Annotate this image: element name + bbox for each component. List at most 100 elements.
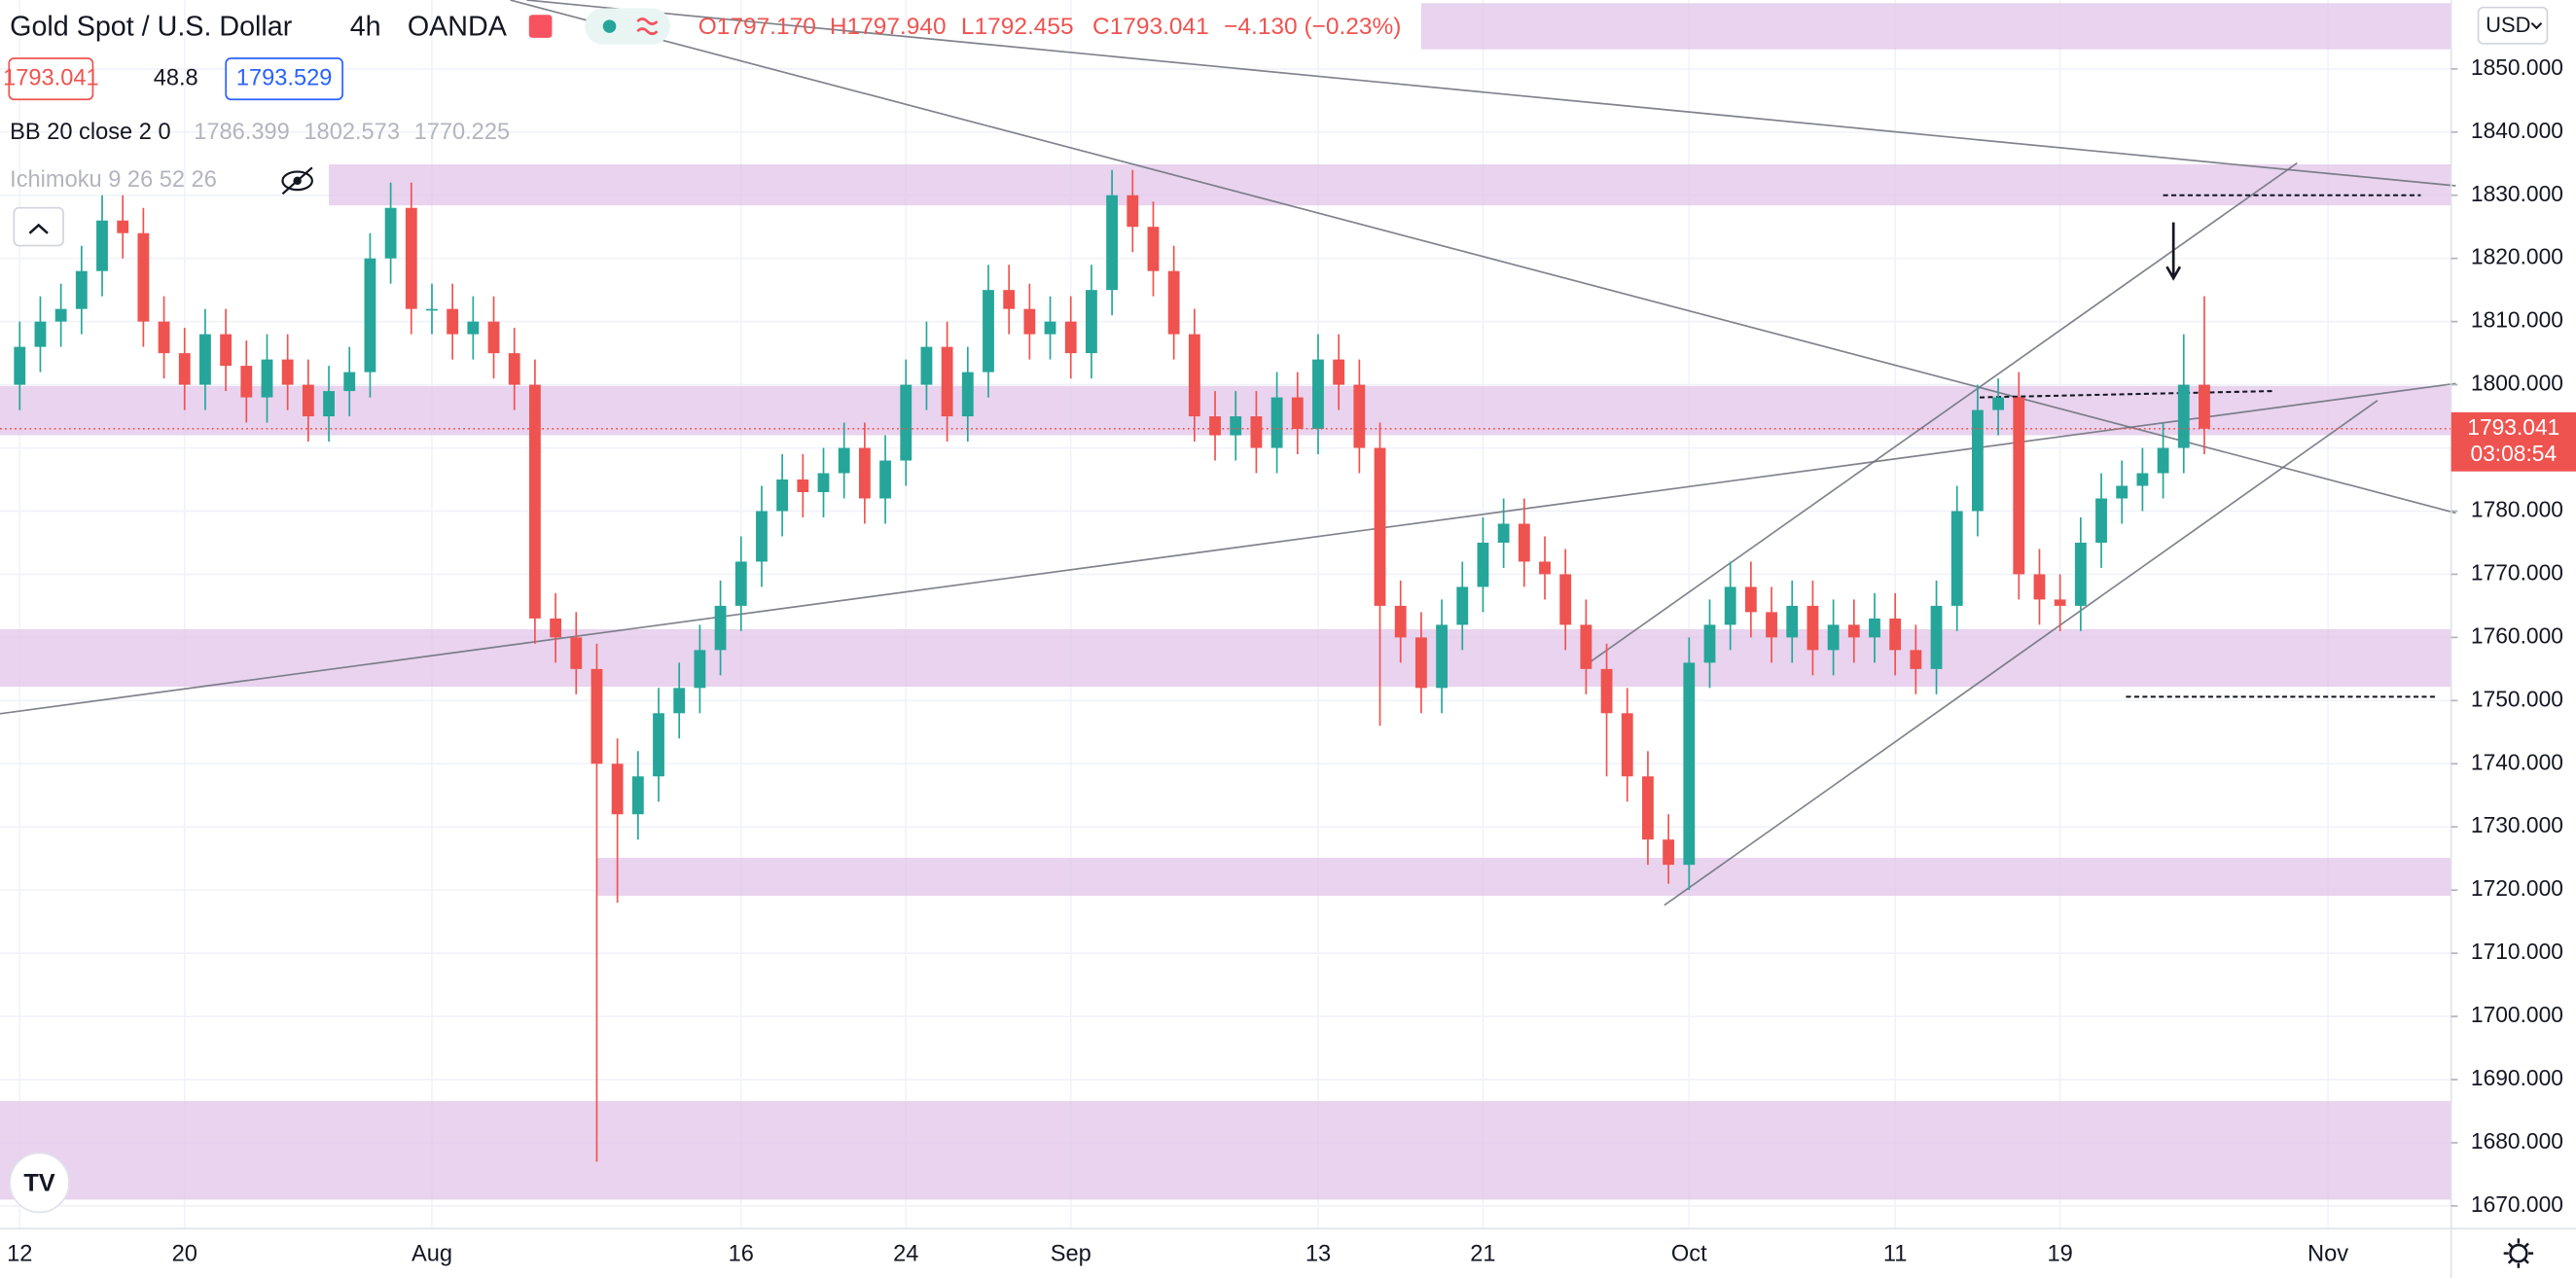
x-tick-label: 16 [729, 1242, 754, 1267]
candle-body [1580, 624, 1592, 669]
x-tick-label: 20 [172, 1242, 197, 1267]
y-tick-label: 1820.000 [2471, 244, 2563, 269]
candle-body [570, 637, 583, 669]
flag-icon[interactable] [528, 15, 553, 38]
y-tick-label: 1730.000 [2471, 812, 2563, 837]
candle-body [941, 346, 953, 417]
candle-body [1642, 776, 1654, 840]
zone [1420, 3, 2451, 50]
price-tag-label: 1793.041 [2467, 414, 2559, 440]
candle-body [838, 447, 850, 474]
candle-body [2095, 498, 2107, 543]
y-tick-label: 1830.000 [2471, 181, 2563, 206]
candle-body [467, 321, 480, 335]
candle-body [261, 359, 273, 398]
y-tick-label: 1850.000 [2471, 54, 2563, 80]
candle-body [1600, 668, 1613, 714]
candle-body [776, 479, 789, 512]
currency-button[interactable] [2477, 6, 2549, 45]
sell-price[interactable]: 1793.041 [3, 65, 99, 90]
candle-body [1766, 612, 1777, 638]
collapse-icon [28, 223, 49, 234]
candle-body [1539, 561, 1551, 575]
candle-body [1827, 624, 1840, 651]
candle-body [343, 372, 356, 392]
candle-body [1847, 624, 1860, 638]
candle-body [1477, 542, 1489, 587]
sell-button[interactable] [8, 57, 94, 101]
x-tick-label: 24 [893, 1242, 918, 1267]
market-open-dot [602, 19, 617, 33]
zones [0, 3, 2451, 1200]
candle-body [2199, 384, 2210, 429]
candle-body [54, 308, 67, 322]
candles [14, 169, 2210, 1162]
candle-body [1497, 523, 1510, 543]
currency[interactable]: USD [2486, 13, 2530, 37]
y-tick-label: 1760.000 [2471, 622, 2563, 648]
y-tick-label: 1690.000 [2471, 1065, 2563, 1090]
candle-body [240, 366, 253, 398]
trend-line [1664, 400, 2379, 906]
candle-body [2054, 599, 2066, 606]
candle-body [1971, 409, 1984, 512]
candle-body [2116, 485, 2129, 499]
hide-icon[interactable] [281, 166, 313, 195]
x-tick-label: Sep [1051, 1242, 1091, 1267]
candle-body [364, 258, 376, 373]
interval[interactable]: 4h [350, 11, 381, 42]
candle-body [631, 776, 644, 815]
ohlc-open: O1797.170 [698, 14, 816, 40]
candle-body [137, 232, 150, 322]
candle-body [447, 308, 459, 335]
candle-body [1291, 397, 1304, 430]
candle-body [653, 713, 664, 777]
bb-indicator[interactable]: BB 20 close 2 0 [10, 120, 170, 145]
candle-body [1230, 416, 1242, 436]
candle-body [1209, 416, 1221, 436]
buy-button[interactable] [225, 57, 343, 101]
candle-body [1250, 416, 1263, 448]
candle-body [426, 308, 438, 311]
candle-body [1167, 270, 1180, 335]
y-tick-label: 1680.000 [2471, 1128, 2563, 1154]
candle-body [1518, 523, 1530, 562]
candle-body [384, 207, 397, 259]
candle-body [1188, 334, 1200, 417]
buy-price[interactable]: 1793.529 [236, 65, 333, 90]
candle-body [858, 447, 871, 499]
candle-body [590, 668, 603, 764]
status-pill[interactable] [585, 8, 671, 45]
candle-body [714, 605, 727, 651]
candle-body [1333, 359, 1345, 385]
x-tick-label: 21 [1470, 1242, 1495, 1267]
candle-body [1147, 227, 1160, 271]
settings-icon[interactable] [2503, 1238, 2534, 1268]
candle-body [1559, 574, 1572, 625]
candle-body [1023, 308, 1036, 335]
ichimoku-indicator[interactable]: Ichimoku 9 26 52 26 [10, 167, 217, 193]
candle-body [178, 353, 191, 385]
candle-body [1436, 624, 1448, 689]
ohlc-low: L1792.455 [961, 14, 1074, 40]
zone [0, 1101, 2451, 1200]
logo[interactable] [9, 1152, 70, 1214]
y-tick-label: 1770.000 [2471, 559, 2563, 585]
candle-body [1127, 195, 1139, 228]
x-tick-label: Oct [1671, 1242, 1707, 1267]
x-tick-label: 12 [7, 1242, 32, 1267]
candle-body [1270, 397, 1283, 448]
candle-body [1353, 384, 1366, 448]
candle-body [1086, 290, 1097, 354]
candle-body [2157, 447, 2169, 474]
candle-body [96, 220, 108, 271]
y-tick-label: 1840.000 [2471, 118, 2563, 143]
candle-body [900, 384, 912, 461]
axes: 1670.000 1680.000 1690.000 1700.000 1710.000… [7, 54, 2576, 1267]
candle-body [302, 384, 314, 417]
y-tick-label: 1740.000 [2471, 749, 2563, 774]
candle-body [75, 270, 88, 309]
candle-body [14, 346, 26, 385]
candle-body [1724, 586, 1736, 625]
